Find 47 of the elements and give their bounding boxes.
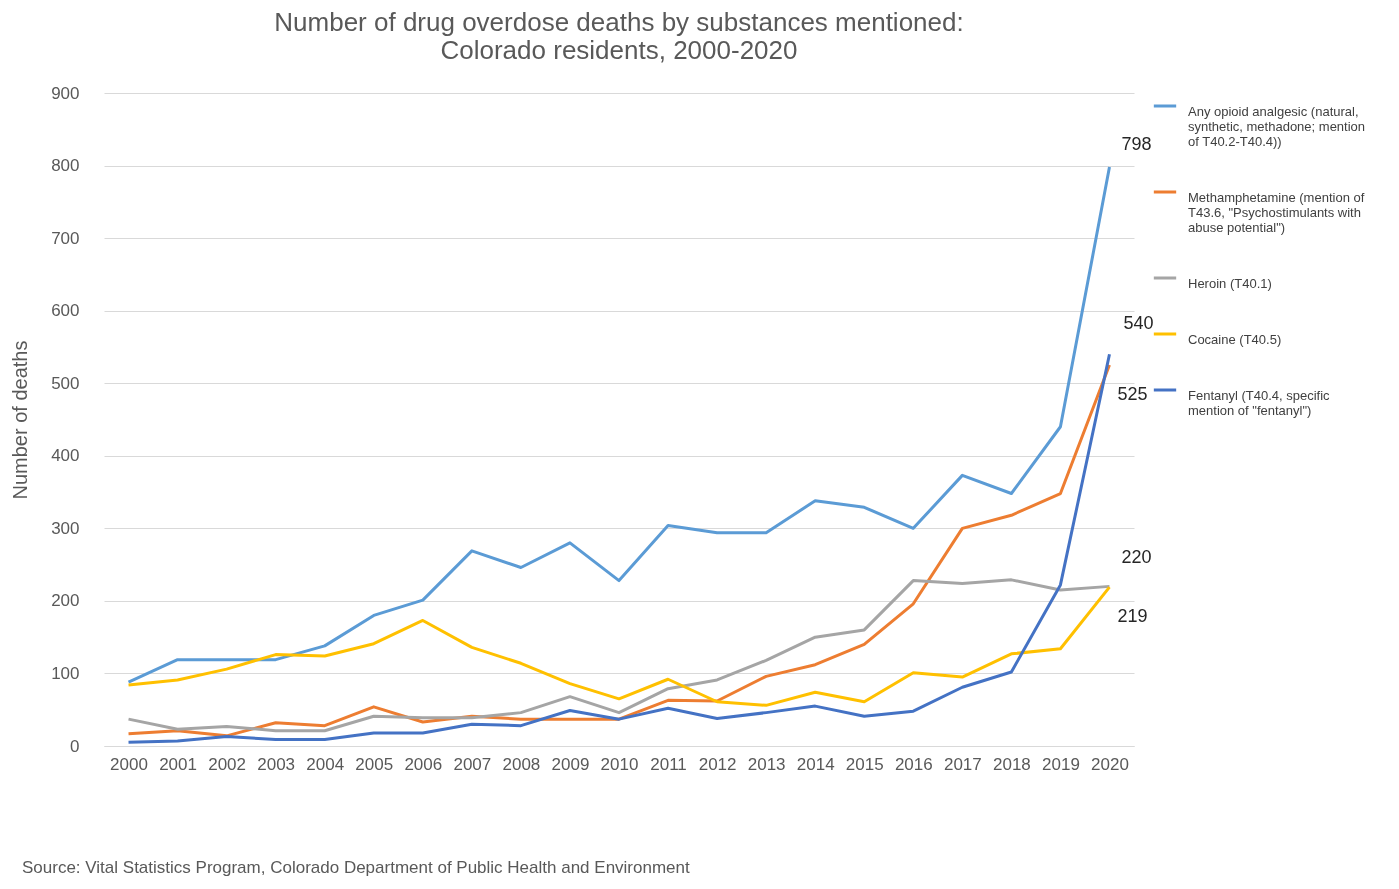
legend-label: Heroin (T40.1) <box>1188 276 1272 291</box>
legend-label: Cocaine (T40.5) <box>1188 332 1282 347</box>
chart-title: Number of drug overdose deaths by substances mentioned: Colorado residents, 2000-2020 <box>274 7 964 65</box>
data-label: 540 <box>1123 313 1154 334</box>
y-tick-label: 400 <box>51 446 80 466</box>
x-tick-label: 2015 <box>845 754 884 774</box>
x-tick-label: 2007 <box>453 754 492 774</box>
x-tick-label: 2002 <box>208 754 247 774</box>
y-tick-label: 800 <box>51 156 80 176</box>
data-label: 798 <box>1121 134 1152 155</box>
data-label: 525 <box>1117 384 1148 405</box>
data-label: 220 <box>1121 547 1152 568</box>
x-tick-label: 2005 <box>355 754 394 774</box>
x-tick-label: 2019 <box>1042 754 1080 774</box>
x-tick-label: 2018 <box>992 754 1031 774</box>
x-tick-label: 2008 <box>502 754 541 774</box>
x-tick-label: 2011 <box>650 754 687 774</box>
x-tick-label: 2012 <box>698 754 737 774</box>
x-tick-label: 2017 <box>943 754 982 774</box>
x-tick-label: 2016 <box>894 754 933 774</box>
line-series <box>127 165 1111 684</box>
x-tick-label: 2009 <box>551 754 590 774</box>
legend-label: Methamphetamine (mention of T43.6, "Psychostimulants with abuse potential") <box>1188 190 1365 235</box>
legend-label: Any opioid analgesic (natural, synthetic, methadone; mention of T40.2-T40.4)) <box>1188 104 1366 149</box>
legend-label: Fentanyl (T40.4, specific mention of "fentanyl") <box>1188 388 1331 418</box>
y-tick-label: 0 <box>70 736 80 756</box>
x-tick-label: 2001 <box>159 754 197 774</box>
x-tick-label: 2004 <box>306 754 345 774</box>
x-tick-label: 2013 <box>747 754 786 774</box>
source-note: Source: Vital Statistics Program, Colorado Department of Public Health and Environment <box>22 858 690 878</box>
x-tick-label: 2010 <box>600 754 639 774</box>
x-tick-label: 2020 <box>1091 754 1129 774</box>
line-series <box>127 585 1111 707</box>
data-label: 219 <box>1117 606 1148 627</box>
x-tick-label: 2006 <box>404 754 443 774</box>
x-tick-label: 2014 <box>796 754 835 774</box>
x-tick-label: 2003 <box>257 754 296 774</box>
y-tick-label: 300 <box>51 518 80 538</box>
y-tick-label: 100 <box>51 663 80 683</box>
y-tick-label: 900 <box>51 83 80 103</box>
y-axis-title: Number of deaths <box>9 340 32 500</box>
y-tick-label: 500 <box>51 373 80 393</box>
y-tick-label: 700 <box>51 228 80 248</box>
x-tick-label: 2000 <box>110 754 148 774</box>
y-tick-label: 200 <box>51 591 80 611</box>
y-tick-label: 600 <box>51 301 80 321</box>
line-series <box>127 578 1111 733</box>
